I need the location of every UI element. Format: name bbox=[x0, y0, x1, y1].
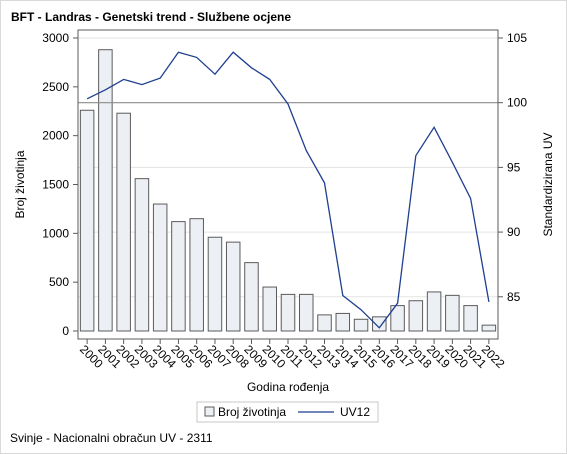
bar-2008 bbox=[225, 241, 241, 332]
bar-2015 bbox=[353, 318, 369, 332]
bar-2000 bbox=[79, 109, 95, 332]
y-tick-label-3000: 3000 bbox=[42, 31, 69, 45]
bar-2013 bbox=[317, 314, 332, 332]
y-tick-label-2000: 2000 bbox=[42, 129, 69, 143]
bar-2012 bbox=[299, 293, 314, 332]
bar-2005 bbox=[171, 221, 186, 332]
y2-tick-label-95: 95 bbox=[507, 160, 521, 174]
bar-2019 bbox=[426, 291, 442, 332]
y2-tick-label-85: 85 bbox=[507, 290, 521, 304]
y-tick-label-0: 0 bbox=[62, 324, 69, 338]
series-line-uv12 bbox=[86, 51, 490, 329]
bar-2017 bbox=[390, 305, 405, 332]
bar-2016 bbox=[372, 316, 387, 332]
y-tick-label-1500: 1500 bbox=[42, 178, 69, 192]
bar-2022 bbox=[481, 324, 497, 332]
chart-title: BFT - Landras - Genetski trend - Služben… bbox=[11, 10, 292, 24]
bar-2007 bbox=[207, 236, 223, 332]
bar-2002 bbox=[116, 112, 131, 332]
bar-2003 bbox=[134, 178, 150, 332]
bar-2004 bbox=[152, 203, 168, 332]
bar-2018 bbox=[408, 300, 424, 332]
legend-swatch-bars bbox=[204, 406, 215, 417]
footnote: Svinje - Nacionalni obračun UV - 2311 bbox=[10, 431, 213, 445]
legend-label-line: UV12 bbox=[340, 405, 370, 419]
y-tick-label-2500: 2500 bbox=[42, 80, 69, 94]
bar-2020 bbox=[445, 294, 460, 332]
legend-label-bars: Broj životinja bbox=[218, 405, 286, 419]
y2-tick-label-100: 100 bbox=[507, 96, 527, 110]
y2-axis-label: Standardizirana UV bbox=[541, 132, 555, 236]
bar-2006 bbox=[189, 218, 204, 332]
bar-2021 bbox=[463, 305, 478, 332]
bar-2014 bbox=[335, 312, 351, 332]
y2-tick-label-90: 90 bbox=[507, 225, 521, 239]
bar-2001 bbox=[98, 49, 113, 332]
bar-2010 bbox=[262, 286, 277, 332]
y2-tick-label-105: 105 bbox=[507, 31, 527, 45]
x-axis-label: Godina rođenja bbox=[247, 380, 329, 394]
legend-box bbox=[196, 401, 379, 423]
y-tick-label-1000: 1000 bbox=[42, 226, 69, 240]
y-axis-label: Broj životinja bbox=[13, 150, 27, 218]
y-tick-label-500: 500 bbox=[49, 275, 69, 289]
bar-2009 bbox=[244, 262, 259, 332]
bar-2011 bbox=[280, 293, 296, 332]
